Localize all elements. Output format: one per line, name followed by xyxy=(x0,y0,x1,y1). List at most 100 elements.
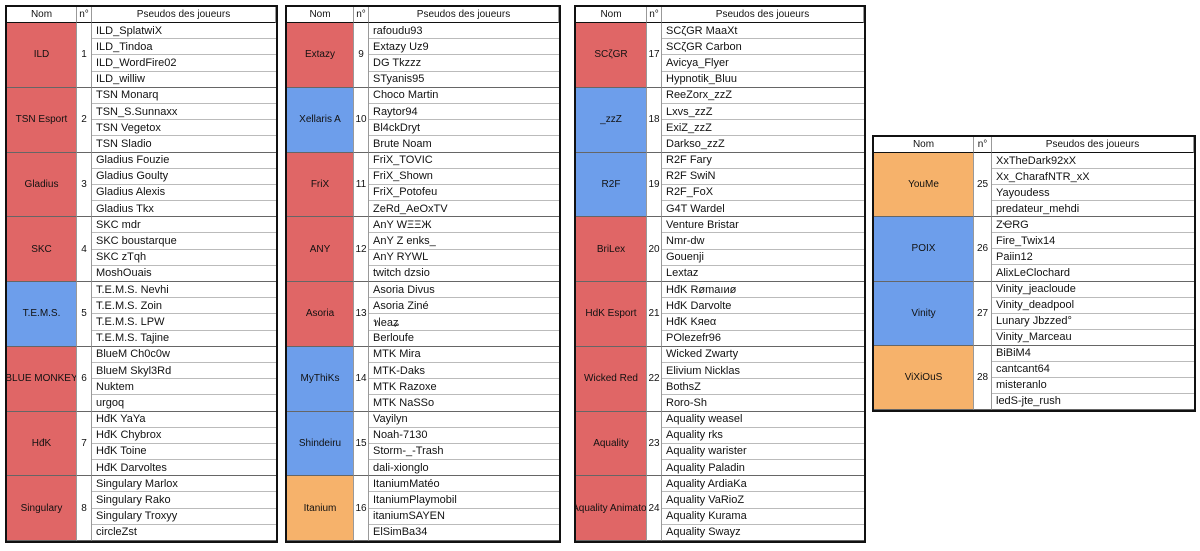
column-header: Nom xyxy=(7,7,77,23)
player-name: ItaniumPlaymobil xyxy=(369,492,559,509)
player-name: Bl4ckDryt xyxy=(369,120,559,137)
player-name: Aquality rks xyxy=(662,428,864,444)
player-name: Darkso_zzZ xyxy=(662,136,864,153)
team-name: Vinity xyxy=(874,281,974,346)
team-number: 27 xyxy=(974,281,992,346)
team-number: 6 xyxy=(77,346,92,412)
player-name: Aquality ArdiaKa xyxy=(662,476,864,493)
team-number: 8 xyxy=(77,476,92,541)
player-name: ฟeaʑ xyxy=(369,314,559,331)
player-name: ElSimBa34 xyxy=(369,525,559,541)
player-name: SCζGR MaaXt xyxy=(662,23,864,40)
column-header: Pseudos des joueurs xyxy=(369,7,559,23)
team-number: 9 xyxy=(354,23,369,88)
player-name: Aquality Kurama xyxy=(662,509,864,525)
player-name: STyanis95 xyxy=(369,72,559,88)
column-header: n° xyxy=(974,137,992,153)
column-header: Pseudos des joueurs xyxy=(992,137,1194,153)
player-name: MTK Mira xyxy=(369,347,559,363)
player-name: Avicya_Flyer xyxy=(662,55,864,72)
player-name: G4T Wardel xyxy=(662,201,864,218)
player-name: BlueM Ch0c0w xyxy=(92,347,276,363)
player-name: ZҼRG xyxy=(992,217,1194,234)
team-number: 3 xyxy=(77,152,92,218)
team-name: FriX xyxy=(287,152,354,218)
player-name: DG Tkzzz xyxy=(369,55,559,72)
player-name: ILD_WordFire02 xyxy=(92,55,276,72)
team-name: Xellaris A xyxy=(287,87,354,153)
player-name: Storm-_-Trash xyxy=(369,444,559,461)
team-name: SKC xyxy=(7,217,77,282)
team-name: Itanium xyxy=(287,476,354,541)
player-name: Nuktem xyxy=(92,379,276,396)
player-name: AlixLeClochard xyxy=(992,265,1194,282)
player-name: Aquality Paladin xyxy=(662,460,864,477)
player-name: Asoria Divus xyxy=(369,282,559,299)
player-name: AnY Z enks_ xyxy=(369,233,559,250)
team-name: HđK xyxy=(7,411,77,477)
team-number: 22 xyxy=(647,346,662,412)
player-name: itaniumSAYEN xyxy=(369,509,559,525)
player-name: TSN Sladio xyxy=(92,136,276,153)
team-number: 17 xyxy=(647,23,662,88)
player-name: ZeRd_AeOxTV xyxy=(369,201,559,218)
player-name: TSN Monarq xyxy=(92,88,276,104)
player-name: Choco Martin xyxy=(369,88,559,104)
team-name: BLUE MONKEY xyxy=(7,346,77,412)
player-name: Gladius Goulty xyxy=(92,169,276,185)
player-name: R2F Fary xyxy=(662,153,864,169)
player-name: Paiin12 xyxy=(992,249,1194,266)
team-number: 21 xyxy=(647,282,662,347)
player-name: Vayilyn xyxy=(369,412,559,428)
player-name: dali-xionglo xyxy=(369,460,559,477)
team-number: 19 xyxy=(647,152,662,218)
team-table: Nom n° Pseudos des joueurs YouMe 25 XxTheDark… xyxy=(872,135,1196,412)
player-name: SKC mdr xyxy=(92,217,276,234)
team-name: Extazy xyxy=(287,23,354,88)
player-name: HđK YaYa xyxy=(92,412,276,428)
team-name: TSN Esport xyxy=(7,87,77,153)
player-name: cantcant64 xyxy=(992,362,1194,378)
team-name: SCζGR xyxy=(576,23,647,88)
player-name: FriX_Potofeu xyxy=(369,185,559,202)
player-name: TSN_S.Sunnaxx xyxy=(92,104,276,121)
team-number: 7 xyxy=(77,411,92,477)
player-name: SCζGR Carbon xyxy=(662,39,864,56)
team-name: YouMe xyxy=(874,153,974,218)
team-number: 26 xyxy=(974,217,992,282)
player-name: SKC zTqh xyxy=(92,250,276,266)
player-name: Vinity_Marceau xyxy=(992,330,1194,346)
team-name: _zzZ xyxy=(576,87,647,153)
player-name: BiBiM4 xyxy=(992,346,1194,362)
player-name: ReeZorx_zzZ xyxy=(662,88,864,104)
team-number: 1 xyxy=(77,23,92,88)
player-name: Raytor94 xyxy=(369,104,559,121)
player-name: SKC boustarque xyxy=(92,233,276,250)
team-table: Nom n° Pseudos des joueurs Extazy 9 rafoudu93… xyxy=(285,5,561,543)
player-name: TSN Vegetox xyxy=(92,120,276,137)
player-name: ILD_williw xyxy=(92,72,276,88)
team-name: Aquality Animator xyxy=(576,476,647,541)
player-name: Yayoudess xyxy=(992,185,1194,202)
player-name: Xx_CharafNTR_xX xyxy=(992,169,1194,186)
player-name: FriX_TOVIC xyxy=(369,153,559,169)
player-name: MTK NaSSo xyxy=(369,395,559,412)
team-name: Gladius xyxy=(7,152,77,218)
team-name: T.E.M.S. xyxy=(7,282,77,347)
player-name: FriX_Shown xyxy=(369,169,559,185)
team-number: 25 xyxy=(974,153,992,218)
player-name: predateur_mehdi xyxy=(992,201,1194,218)
player-name: Brute Noam xyxy=(369,136,559,153)
player-name: circleZst xyxy=(92,525,276,541)
player-name: MoshOuais xyxy=(92,266,276,282)
player-name: ExiZ_zzZ xyxy=(662,120,864,137)
player-name: Aquality warister xyxy=(662,444,864,461)
team-name: Wicked Red xyxy=(576,346,647,412)
player-name: XxTheDark92xX xyxy=(992,153,1194,170)
player-name: Berloufe xyxy=(369,331,559,347)
team-number: 14 xyxy=(354,346,369,412)
player-name: ILD_Tindoa xyxy=(92,39,276,56)
player-name: Vinity_jeacloude xyxy=(992,282,1194,298)
player-name: rafoudu93 xyxy=(369,23,559,40)
